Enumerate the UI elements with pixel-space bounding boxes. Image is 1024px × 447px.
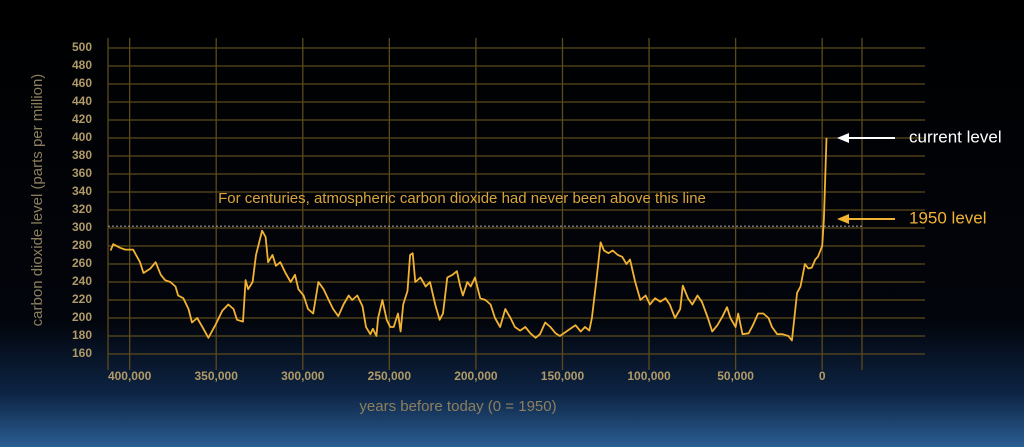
x-tick-label: 0 [819,369,826,383]
y-tick-label: 340 [72,184,92,198]
y-tick-label: 400 [72,130,92,144]
y-tick-label: 240 [72,274,92,288]
y-tick-label: 480 [72,58,92,72]
x-tick-label: 300,000 [281,369,325,383]
y-tick-label: 460 [72,76,92,90]
y-tick-label: 440 [72,94,92,108]
y-tick-label: 320 [72,202,92,216]
y-tick-label: 220 [72,292,92,306]
x-tick-label: 400,000 [108,369,152,383]
x-tick-label: 100,000 [627,369,671,383]
annotation-label: current level [909,127,1002,146]
y-tick-label: 500 [72,40,92,54]
reference-caption: For centuries, atmospheric carbon dioxid… [218,190,706,207]
y-tick-label: 380 [72,148,92,162]
y-tick-label: 420 [72,112,92,126]
y-tick-label: 160 [72,346,92,360]
arrow-head [837,214,849,224]
y-tick-label: 180 [72,328,92,342]
y-tick-label: 300 [72,220,92,234]
y-axis-label: carbon dioxide level (parts per million) [29,74,46,327]
x-axis-label: years before today (0 = 1950) [359,398,556,415]
y-tick-label: 200 [72,310,92,324]
y-tick-label: 260 [72,256,92,270]
co2-line [109,137,828,342]
annotation-label: 1950 level [909,208,987,227]
y-tick-label: 360 [72,166,92,180]
x-tick-label: 200,000 [454,369,498,383]
x-tick-label: 150,000 [541,369,585,383]
x-tick-label: 250,000 [368,369,412,383]
x-tick-label: 50,000 [717,369,754,383]
x-tick-label: 350,000 [195,369,239,383]
y-tick-label: 280 [72,238,92,252]
arrow-head [837,133,849,143]
